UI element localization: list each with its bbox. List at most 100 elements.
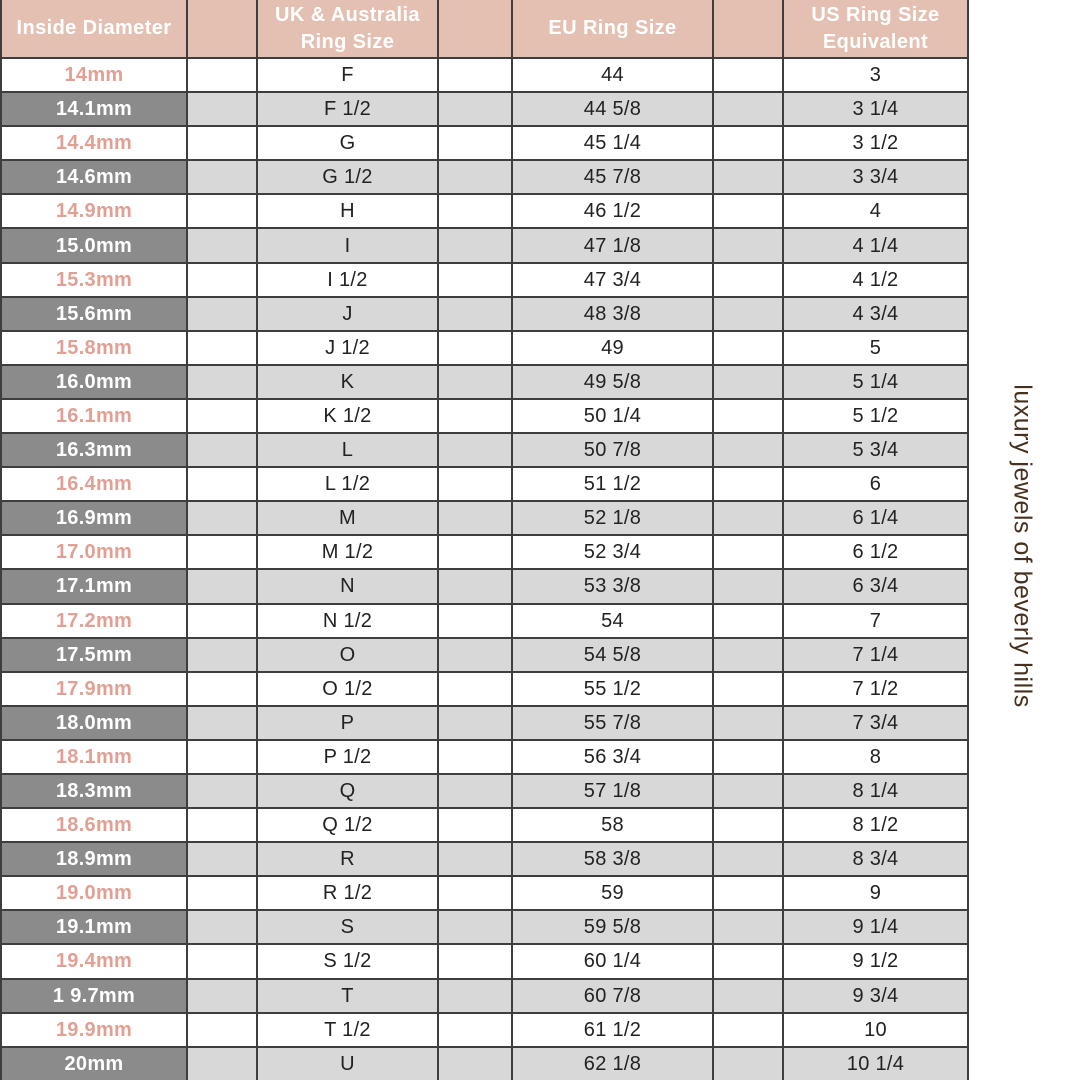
header-eu-ring-size: EU Ring Size: [511, 0, 714, 59]
spacer-cell: [186, 943, 258, 980]
spacer-cell: [712, 193, 784, 230]
table-row: 15.3mm I 1/2 47 3/4 4 1/2: [0, 261, 969, 298]
us-ring-size-cell: 10: [782, 1011, 969, 1048]
table-row: 17.9mm O 1/2 55 1/2 7 1/2: [0, 670, 969, 707]
spacer-cell: [712, 91, 784, 128]
table-row: 18.6mm Q 1/2 58 8 1/2: [0, 807, 969, 844]
eu-ring-size-cell: 61 1/2: [511, 1011, 714, 1048]
us-ring-size-cell: 7 1/4: [782, 636, 969, 673]
us-ring-size-cell: 8 3/4: [782, 841, 969, 878]
spacer-cell: [712, 738, 784, 775]
spacer-cell: [712, 500, 784, 537]
table-row: 17.5mm O 54 5/8 7 1/4: [0, 636, 969, 673]
inside-diameter-cell: 15.8mm: [0, 329, 188, 366]
us-ring-size-cell: 8: [782, 738, 969, 775]
inside-diameter-cell: 19.1mm: [0, 909, 188, 946]
us-ring-size-cell: 8 1/2: [782, 807, 969, 844]
spacer-cell: [186, 397, 258, 435]
table-row: 15.8mm J 1/2 49 5: [0, 329, 969, 366]
spacer-cell: [712, 261, 784, 298]
eu-ring-size-cell: 50 7/8: [511, 432, 714, 469]
spacer-cell: [186, 91, 258, 128]
table-row: 17.2mm N 1/2 54 7: [0, 602, 969, 639]
header-inside-diameter: Inside Diameter: [0, 0, 188, 59]
uk-ring-size-cell: S 1/2: [256, 943, 439, 980]
inside-diameter-cell: 14.4mm: [0, 125, 188, 162]
spacer-cell: [437, 261, 513, 298]
uk-ring-size-cell: P 1/2: [256, 738, 439, 775]
spacer-cell: [712, 772, 784, 810]
inside-diameter-cell: 16.3mm: [0, 432, 188, 469]
eu-ring-size-cell: 45 1/4: [511, 125, 714, 162]
ring-size-table-container: Inside Diameter UK & Australia Ring Size…: [0, 0, 969, 1080]
spacer-cell: [712, 397, 784, 435]
uk-ring-size-cell: M: [256, 500, 439, 537]
uk-ring-size-cell: G 1/2: [256, 159, 439, 196]
eu-ring-size-cell: 55 7/8: [511, 704, 714, 741]
us-ring-size-cell: 6 1/4: [782, 500, 969, 537]
spacer-cell: [437, 534, 513, 571]
spacer-cell: [186, 636, 258, 673]
header-uk-ring-size: UK & Australia Ring Size: [256, 0, 439, 59]
spacer-cell: [186, 841, 258, 878]
us-ring-size-cell: 7 1/2: [782, 670, 969, 707]
us-ring-size-cell: 9 1/4: [782, 909, 969, 946]
uk-ring-size-cell: R 1/2: [256, 875, 439, 912]
eu-ring-size-cell: 52 3/4: [511, 534, 714, 571]
us-ring-size-cell: 8 1/4: [782, 772, 969, 810]
spacer-cell: [437, 807, 513, 844]
uk-ring-size-cell: O 1/2: [256, 670, 439, 707]
uk-ring-size-cell: F 1/2: [256, 91, 439, 128]
spacer-cell: [186, 227, 258, 264]
spacer-cell: [186, 568, 258, 605]
spacer-cell: [712, 875, 784, 912]
uk-ring-size-cell: R: [256, 841, 439, 878]
spacer-cell: [712, 363, 784, 400]
eu-ring-size-cell: 59 5/8: [511, 909, 714, 946]
inside-diameter-cell: 17.5mm: [0, 636, 188, 673]
spacer-cell: [186, 466, 258, 503]
us-ring-size-cell: 5: [782, 329, 969, 366]
us-ring-size-cell: 5 1/4: [782, 363, 969, 400]
spacer-cell: [186, 159, 258, 196]
us-ring-size-cell: 7 3/4: [782, 704, 969, 741]
table-row: 16.0mm K 49 5/8 5 1/4: [0, 363, 969, 400]
eu-ring-size-cell: 47 1/8: [511, 227, 714, 264]
spacer-cell: [437, 943, 513, 980]
spacer-cell: [186, 1045, 258, 1080]
eu-ring-size-cell: 49: [511, 329, 714, 366]
inside-diameter-cell: 17.9mm: [0, 670, 188, 707]
us-ring-size-cell: 4 1/2: [782, 261, 969, 298]
spacer-cell: [186, 807, 258, 844]
table-row: 14.4mm G 45 1/4 3 1/2: [0, 125, 969, 162]
spacer-cell: [186, 125, 258, 162]
inside-diameter-cell: 18.9mm: [0, 841, 188, 878]
header-spacer: [437, 0, 513, 59]
spacer-cell: [186, 875, 258, 912]
us-ring-size-cell: 4: [782, 193, 969, 230]
header-spacer: [712, 0, 784, 59]
uk-ring-size-cell: H: [256, 193, 439, 230]
table-row: 16.9mm M 52 1/8 6 1/4: [0, 500, 969, 537]
uk-ring-size-cell: O: [256, 636, 439, 673]
us-ring-size-cell: 3: [782, 56, 969, 94]
eu-ring-size-cell: 60 1/4: [511, 943, 714, 980]
inside-diameter-cell: 16.9mm: [0, 500, 188, 537]
inside-diameter-cell: 17.1mm: [0, 568, 188, 605]
us-ring-size-cell: 3 3/4: [782, 159, 969, 196]
eu-ring-size-cell: 54: [511, 602, 714, 639]
uk-ring-size-cell: F: [256, 56, 439, 94]
table-row: 18.0mm P 55 7/8 7 3/4: [0, 704, 969, 741]
table-header: Inside Diameter UK & Australia Ring Size…: [0, 0, 969, 59]
eu-ring-size-cell: 60 7/8: [511, 977, 714, 1014]
table-row: 18.9mm R 58 3/8 8 3/4: [0, 841, 969, 878]
table-row: 18.1mm P 1/2 56 3/4 8: [0, 738, 969, 775]
us-ring-size-cell: 5 1/2: [782, 397, 969, 435]
spacer-cell: [712, 295, 784, 332]
spacer-cell: [186, 909, 258, 946]
spacer-cell: [437, 91, 513, 128]
table-row: 14.6mm G 1/2 45 7/8 3 3/4: [0, 159, 969, 196]
spacer-cell: [712, 807, 784, 844]
spacer-cell: [437, 56, 513, 94]
header-row: Inside Diameter UK & Australia Ring Size…: [0, 0, 969, 59]
